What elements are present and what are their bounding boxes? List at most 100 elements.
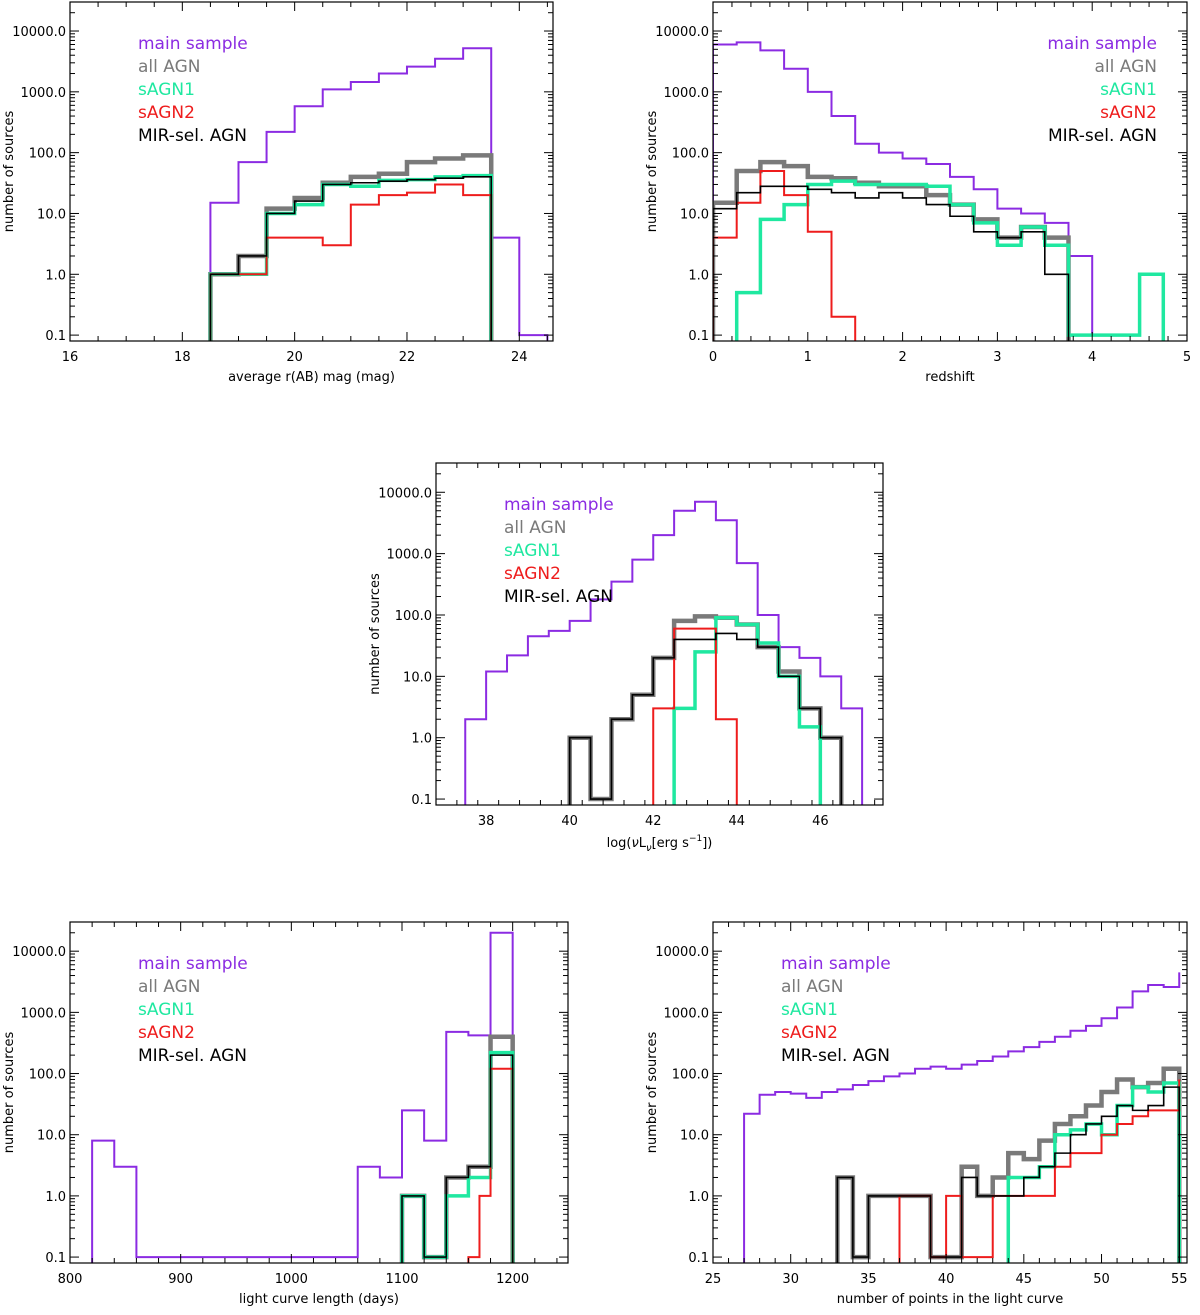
legend-all-agn: all AGN — [138, 977, 201, 997]
legend-all-agn: all AGN — [138, 57, 201, 77]
plot-frame — [435, 462, 884, 806]
y-tick-label: 1000.0 — [387, 548, 433, 563]
series-main-sample-step-line — [464, 500, 864, 805]
series-group — [743, 972, 1182, 1263]
series-sagn1-step-line — [400, 1050, 515, 1263]
series-sagn2-step-line — [209, 183, 493, 341]
x-tick-label: 40 — [938, 1272, 955, 1287]
x-tick-label: 20 — [286, 350, 303, 365]
series-group — [208, 47, 549, 341]
y-tick-label: 10.0 — [403, 670, 432, 685]
x-tick-label: 4 — [1088, 350, 1096, 365]
y-tick-label: 10.0 — [680, 207, 709, 222]
legend-sagn2: sAGN2 — [504, 564, 561, 584]
y-tick-label: 1.0 — [688, 268, 709, 283]
legend-sagn1: sAGN1 — [504, 541, 561, 561]
chart-redshift: 0 1 2 3 4 5 0.1 1.0 10.0 100.0 1000.0 10000.0 redshi… — [645, 1, 1191, 385]
x-tick-label: 3 — [993, 350, 1001, 365]
chart-lc_points: 25 30 35 40 45 50 55 0.1 1.0 10.0 100.0 1000.0 10000… — [645, 921, 1188, 1307]
legend-all-agn: all AGN — [504, 518, 567, 538]
series-sagn2-step-line — [467, 1067, 514, 1263]
legend-sagn2: sAGN2 — [1100, 103, 1157, 123]
x-tick-label: 900 — [168, 1272, 193, 1287]
series-sagn1-step-line — [208, 173, 493, 341]
legend-sagn1: sAGN1 — [781, 1000, 838, 1020]
series-sagn2-step-line — [713, 169, 857, 341]
series-all-agn-step-line — [399, 1034, 515, 1263]
y-tick-label: 1000.0 — [664, 1006, 710, 1021]
legend-main-sample: main sample — [781, 954, 891, 974]
y-tick-label: 10000.0 — [655, 945, 709, 960]
y-tick-label: 10000.0 — [12, 945, 66, 960]
x-tick-label: 55 — [1171, 1272, 1188, 1287]
x-tick-label: 50 — [1093, 1272, 1110, 1287]
x-tick-label: 46 — [812, 814, 829, 829]
y-tick-label: 0.1 — [45, 329, 66, 344]
x-tick-label: 2 — [898, 350, 906, 365]
legend-sagn1: sAGN1 — [138, 80, 195, 100]
plot-frame — [69, 921, 569, 1264]
series-mir-sel-agn-step-line — [568, 632, 843, 805]
y-axis-title: number of sources — [368, 573, 383, 695]
series-main-sample-step-line — [91, 931, 514, 1263]
plot-frame — [712, 1, 1188, 342]
x-tick-label: 38 — [478, 814, 495, 829]
x-tick-label: 24 — [511, 350, 528, 365]
x-tick-label: 22 — [399, 350, 416, 365]
x-tick-label: 45 — [1016, 1272, 1033, 1287]
y-tick-label: 1000.0 — [21, 1006, 67, 1021]
series-mir-sel-agn-step-line — [209, 176, 493, 341]
x-tick-label: 16 — [62, 350, 79, 365]
y-axis-title: number of sources — [2, 1032, 17, 1154]
legend-main-sample: main sample — [138, 954, 248, 974]
series-sagn1-step-line — [672, 616, 823, 805]
x-tick-label: 1100 — [385, 1272, 418, 1287]
y-tick-label: 1.0 — [45, 268, 66, 283]
y-tick-label: 10000.0 — [655, 25, 709, 40]
legend-sagn2: sAGN2 — [781, 1023, 838, 1043]
y-tick-label: 1.0 — [411, 732, 432, 747]
legend-sagn2: sAGN2 — [138, 103, 195, 123]
chart-rmag: 16 18 20 22 24 0.1 1.0 10.0 100.0 1000.0 10000.0 av… — [2, 1, 554, 385]
series-sagn2-step-line — [652, 627, 738, 805]
legend-main-sample: main sample — [504, 495, 614, 515]
series-sagn1-step-line — [734, 179, 1166, 341]
x-tick-label: 5 — [1183, 350, 1191, 365]
y-tick-label: 0.1 — [688, 1251, 709, 1266]
x-axis-title: redshift — [925, 370, 974, 385]
legend-sagn2: sAGN2 — [138, 1023, 195, 1043]
x-tick-label: 1200 — [496, 1272, 529, 1287]
series-mir-sel-agn-step-line — [401, 1054, 514, 1263]
y-tick-label: 0.1 — [411, 793, 432, 808]
plot-frame — [712, 921, 1188, 1264]
legend-mir-sel-agn: MIR-sel. AGN — [138, 1046, 247, 1066]
y-tick-label: 1000.0 — [664, 86, 710, 101]
x-tick-label: 40 — [561, 814, 578, 829]
y-tick-label: 1000.0 — [21, 86, 67, 101]
x-tick-label: 1 — [804, 350, 812, 365]
series-group — [464, 500, 864, 805]
y-tick-label: 1.0 — [45, 1190, 66, 1205]
legend-mir-sel-agn: MIR-sel. AGN — [138, 126, 247, 146]
series-group — [713, 41, 1166, 341]
y-axis-title: number of sources — [645, 1032, 660, 1154]
y-tick-label: 100.0 — [29, 1068, 66, 1083]
y-tick-label: 10.0 — [37, 1129, 66, 1144]
series-mir-sel-agn-step-line — [836, 1086, 1181, 1263]
y-axis-title: number of sources — [645, 111, 660, 233]
x-tick-label: 35 — [860, 1272, 877, 1287]
y-tick-label: 100.0 — [672, 147, 709, 162]
legend-main-sample: main sample — [138, 34, 248, 54]
series-main-sample-step-line — [713, 41, 1094, 341]
y-tick-label: 0.1 — [45, 1251, 66, 1266]
chart-lc_length: 800 900 1000 1100 1200 0.1 1.0 10.0 100.0 1000.0 1… — [2, 921, 569, 1307]
chart-luminosity: 38 40 42 44 46 0.1 1.0 10.0 100.0 1000.0 10000.0 lo… — [368, 462, 884, 854]
series-mir-sel-agn-step-line — [713, 185, 1070, 341]
x-tick-label: 42 — [645, 814, 662, 829]
legend-mir-sel-agn: MIR-sel. AGN — [1048, 126, 1157, 146]
y-tick-label: 0.1 — [688, 329, 709, 344]
series-main-sample-step-line — [743, 972, 1181, 1263]
legend-main-sample: main sample — [1047, 34, 1157, 54]
x-tick-label: 800 — [58, 1272, 83, 1287]
